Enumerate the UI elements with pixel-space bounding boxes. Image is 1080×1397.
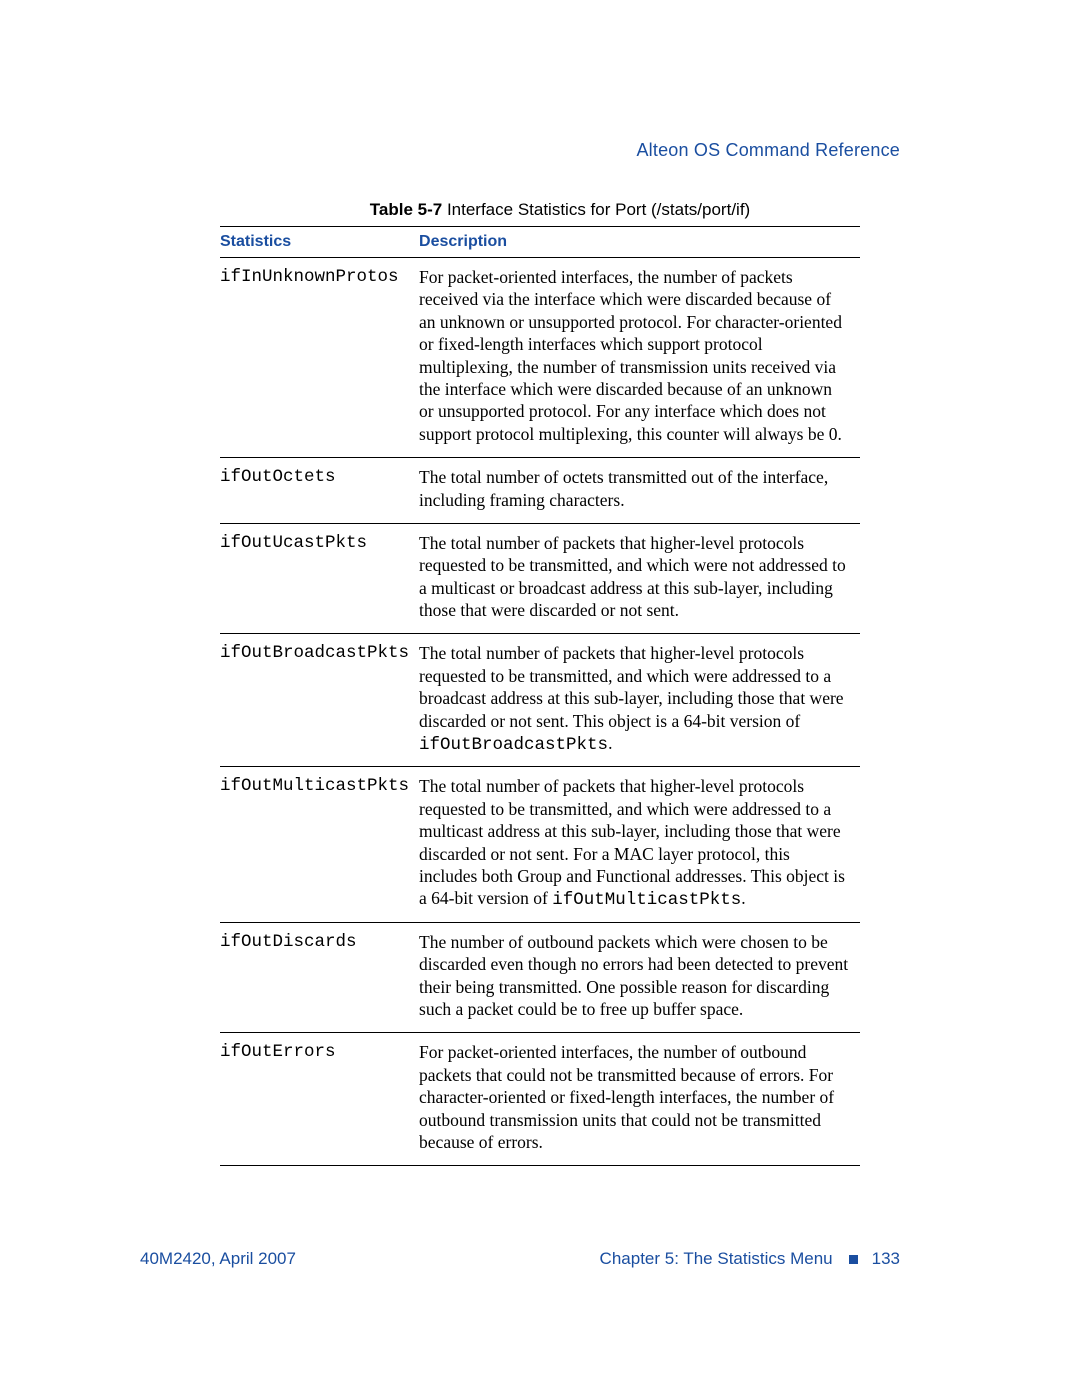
footer-right: Chapter 5: The Statistics Menu 133 <box>600 1249 900 1269</box>
stat-description: The total number of packets that higher-… <box>419 523 860 634</box>
table-caption: Table 5-7 Interface Statistics for Port … <box>220 200 900 220</box>
stat-description: For packet-oriented interfaces, the numb… <box>419 258 860 458</box>
document-title: Alteon OS Command Reference <box>636 140 900 161</box>
table-row: ifOutUcastPkts The total number of packe… <box>220 523 860 634</box>
table-row: ifOutOctets The total number of octets t… <box>220 458 860 524</box>
table-row: ifOutErrors For packet-oriented interfac… <box>220 1033 860 1166</box>
stat-name: ifOutMulticastPkts <box>220 767 419 922</box>
desc-text: For packet-oriented interfaces, the numb… <box>419 1042 834 1152</box>
stat-name: ifOutUcastPkts <box>220 523 419 634</box>
page-number: 133 <box>872 1249 900 1269</box>
stat-name: ifInUnknownProtos <box>220 258 419 458</box>
statistics-table: Statistics Description ifInUnknownProtos… <box>220 226 860 1166</box>
stat-description: For packet-oriented interfaces, the numb… <box>419 1033 860 1166</box>
desc-text: The total number of packets that higher-… <box>419 533 846 620</box>
stat-description: The total number of packets that higher-… <box>419 634 860 767</box>
table-row: ifInUnknownProtos For packet-oriented in… <box>220 258 860 458</box>
column-header-statistics: Statistics <box>220 227 419 258</box>
table-container: Table 5-7 Interface Statistics for Port … <box>220 200 900 1166</box>
desc-mono: ifOutMulticastPkts <box>552 890 741 910</box>
stat-description: The total number of octets transmitted o… <box>419 458 860 524</box>
stat-description: The number of outbound packets which wer… <box>419 922 860 1033</box>
desc-text-post: . <box>608 733 612 753</box>
desc-text-post: . <box>741 888 745 908</box>
stat-name: ifOutOctets <box>220 458 419 524</box>
desc-text: The total number of octets transmitted o… <box>419 467 828 509</box>
desc-text: For packet-oriented interfaces, the numb… <box>419 267 842 444</box>
column-header-description: Description <box>419 227 860 258</box>
footer-chapter: Chapter 5: The Statistics Menu <box>600 1249 833 1269</box>
table-header-row: Statistics Description <box>220 227 860 258</box>
stat-name: ifOutErrors <box>220 1033 419 1166</box>
desc-mono: ifOutBroadcastPkts <box>419 735 608 755</box>
stat-description: The total number of packets that higher-… <box>419 767 860 922</box>
table-row: ifOutDiscards The number of outbound pac… <box>220 922 860 1033</box>
page-footer: 40M2420, April 2007 Chapter 5: The Stati… <box>140 1249 900 1269</box>
stat-name: ifOutBroadcastPkts <box>220 634 419 767</box>
desc-text: The number of outbound packets which wer… <box>419 932 848 1019</box>
square-bullet-icon <box>849 1255 858 1264</box>
table-row: ifOutMulticastPkts The total number of p… <box>220 767 860 922</box>
desc-text: The total number of packets that higher-… <box>419 776 845 908</box>
table-caption-text: Interface Statistics for Port (/stats/po… <box>442 200 750 219</box>
page: Alteon OS Command Reference Table 5-7 In… <box>0 0 1080 1397</box>
desc-text: The total number of packets that higher-… <box>419 643 844 730</box>
table-caption-label: Table 5-7 <box>370 200 442 219</box>
stat-name: ifOutDiscards <box>220 922 419 1033</box>
footer-left: 40M2420, April 2007 <box>140 1249 296 1269</box>
table-row: ifOutBroadcastPkts The total number of p… <box>220 634 860 767</box>
